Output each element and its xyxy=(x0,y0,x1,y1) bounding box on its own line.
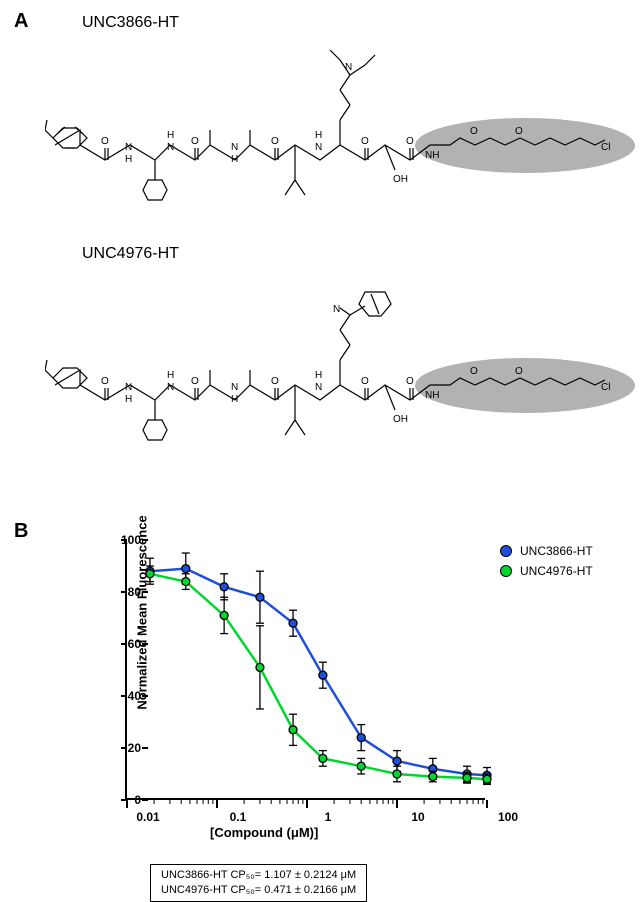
plot-area xyxy=(125,540,485,800)
svg-text:N: N xyxy=(333,304,340,315)
svg-text:N: N xyxy=(167,382,174,393)
svg-text:OH: OH xyxy=(393,174,408,185)
svg-text:O: O xyxy=(361,136,369,147)
svg-text:O: O xyxy=(191,136,199,147)
svg-text:N: N xyxy=(125,142,132,153)
svg-text:H: H xyxy=(125,154,132,165)
svg-text:H: H xyxy=(125,394,132,405)
svg-text:O: O xyxy=(101,136,109,147)
svg-text:H: H xyxy=(167,130,174,141)
svg-text:N: N xyxy=(315,382,322,393)
svg-text:OH: OH xyxy=(393,414,408,425)
legend-marker-2 xyxy=(500,565,512,577)
svg-text:NH: NH xyxy=(425,150,439,161)
cp50-line1: UNC3866-HT CP₅₀= 1.107 ± 0.2124 μM xyxy=(161,868,356,883)
structure2-svg: OOOOO HN NH HN NH NH OH N OO Cl xyxy=(45,280,615,450)
compound1-label: UNC3866-HT xyxy=(82,14,179,32)
legend: UNC3866-HT UNC4976-HT xyxy=(500,544,593,584)
panel-a-label: A xyxy=(14,10,28,33)
svg-text:Cl: Cl xyxy=(601,142,610,153)
svg-text:O: O xyxy=(515,366,523,377)
svg-text:O: O xyxy=(515,126,523,137)
svg-text:N: N xyxy=(125,382,132,393)
cp50-box: UNC3866-HT CP₅₀= 1.107 ± 0.2124 μM UNC49… xyxy=(150,864,367,902)
structure1-area: OOOOO HN NH HN NH NH OH N OO Cl xyxy=(45,50,615,210)
cp50-line2: UNC4976-HT CP₅₀= 0.471 ± 0.2166 μM xyxy=(161,883,356,898)
svg-text:N: N xyxy=(167,142,174,153)
svg-text:O: O xyxy=(191,376,199,387)
legend-row-1: UNC3866-HT xyxy=(500,544,593,558)
svg-text:N: N xyxy=(345,62,352,73)
svg-text:H: H xyxy=(231,154,238,165)
legend-label-1: UNC3866-HT xyxy=(520,544,593,558)
x-axis-label: [Compound (μM)] xyxy=(210,825,318,840)
legend-marker-1 xyxy=(500,545,512,557)
svg-text:O: O xyxy=(470,126,478,137)
svg-text:H: H xyxy=(315,130,322,141)
chart-container: Normalized Mean Fluorescence [Compound (… xyxy=(55,530,615,850)
legend-row-2: UNC4976-HT xyxy=(500,564,593,578)
svg-text:O: O xyxy=(271,136,279,147)
svg-text:H: H xyxy=(231,394,238,405)
svg-text:N: N xyxy=(231,142,238,153)
plot-svg xyxy=(127,540,487,800)
structure1-svg: OOOOO HN NH HN NH NH OH N OO Cl xyxy=(45,50,615,210)
svg-text:H: H xyxy=(167,370,174,381)
svg-text:O: O xyxy=(361,376,369,387)
svg-text:Cl: Cl xyxy=(601,382,610,393)
structure2-area: OOOOO HN NH HN NH NH OH N OO Cl xyxy=(45,280,615,450)
legend-label-2: UNC4976-HT xyxy=(520,564,593,578)
svg-text:NH: NH xyxy=(425,390,439,401)
svg-text:O: O xyxy=(406,136,414,147)
svg-text:O: O xyxy=(101,376,109,387)
compound2-label: UNC4976-HT xyxy=(82,245,179,263)
panel-b-label: B xyxy=(14,520,28,543)
svg-text:H: H xyxy=(315,370,322,381)
svg-text:O: O xyxy=(271,376,279,387)
svg-text:N: N xyxy=(315,142,322,153)
svg-text:N: N xyxy=(231,382,238,393)
svg-text:O: O xyxy=(470,366,478,377)
svg-text:O: O xyxy=(406,376,414,387)
